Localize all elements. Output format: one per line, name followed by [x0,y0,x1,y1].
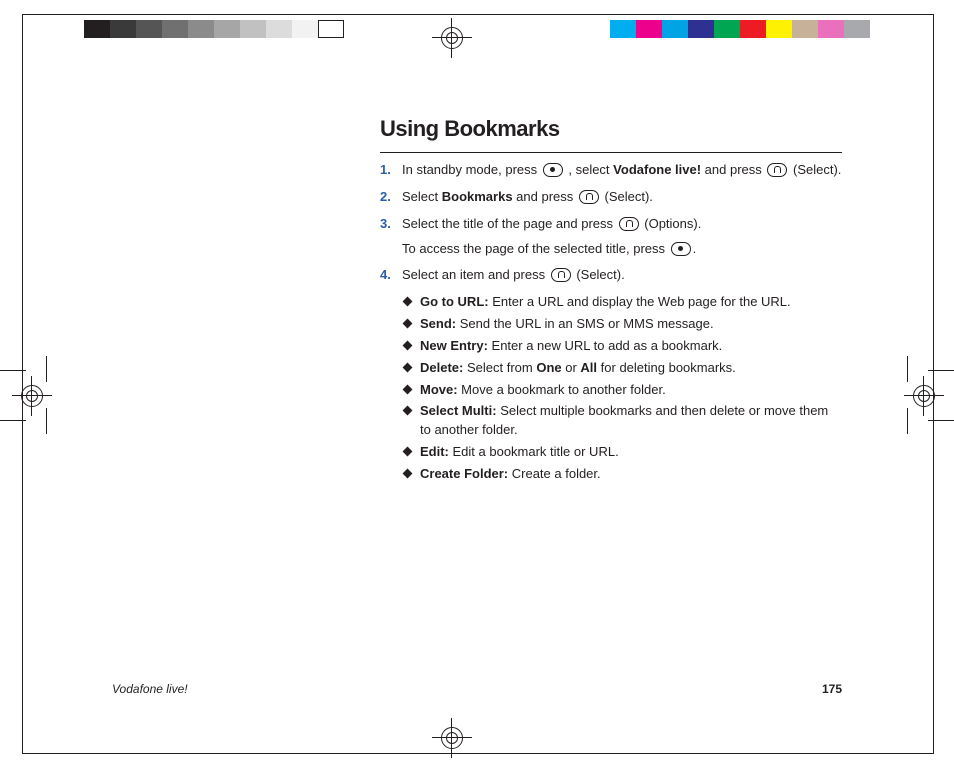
color-swatch [610,20,636,38]
crop-tick [928,370,954,371]
step-body: Select the title of the page and press (… [402,215,842,259]
color-swatch [266,20,292,38]
color-swatch [110,20,136,38]
crop-tick [907,408,908,434]
color-swatch [84,20,110,38]
color-swatch [136,20,162,38]
option-item: Edit: Edit a bookmark title or URL. [402,443,842,462]
bold-term: Move: [420,382,458,397]
bold-term: Select Multi: [420,403,497,418]
crop-tick [0,370,26,371]
color-swatch [662,20,688,38]
color-swatch [688,20,714,38]
step-number: 1. [380,161,402,180]
color-swatch [162,20,188,38]
step-number: 4. [380,266,402,285]
softkey-icon [619,217,639,231]
option-item: Move: Move a bookmark to another folder. [402,381,842,400]
section-heading: Using Bookmarks [380,116,842,146]
center-key-icon [671,242,691,256]
colorbar-chromatic [610,20,870,38]
colorbar-grayscale [84,20,344,38]
color-swatch [766,20,792,38]
crop-tick [0,420,26,421]
print-proof-page: Using Bookmarks 1.In standby mode, press… [0,0,954,766]
step-number: 3. [380,215,402,234]
bold-term: All [580,360,597,375]
registration-mark-bottom [432,718,472,758]
registration-mark-top [432,18,472,58]
steps-list: 1.In standby mode, press , select Vodafo… [380,161,842,285]
center-key-icon [543,163,563,177]
step-body: In standby mode, press , select Vodafone… [402,161,842,180]
step-body: Select an item and press (Select). [402,266,842,285]
crop-tick [928,420,954,421]
option-item: Select Multi: Select multiple bookmarks … [402,402,842,440]
color-swatch [844,20,870,38]
option-item: New Entry: Enter a new URL to add as a b… [402,337,842,356]
bold-term: Bookmarks [442,189,513,204]
bold-term: Send: [420,316,456,331]
color-swatch [188,20,214,38]
bold-term: Create Folder: [420,466,508,481]
color-swatch [740,20,766,38]
heading-rule [380,152,842,153]
option-item: Send: Send the URL in an SMS or MMS mess… [402,315,842,334]
softkey-icon [551,268,571,282]
step-item: 1.In standby mode, press , select Vodafo… [380,161,842,180]
crop-tick [46,356,47,382]
color-swatch [818,20,844,38]
bold-term: Vodafone live! [613,162,701,177]
color-swatch [214,20,240,38]
color-swatch [292,20,318,38]
crop-tick [46,408,47,434]
step-item: 2.Select Bookmarks and press (Select). [380,188,842,207]
options-list: Go to URL: Enter a URL and display the W… [402,293,842,484]
softkey-icon [767,163,787,177]
softkey-icon [579,190,599,204]
color-swatch [636,20,662,38]
bold-term: Delete: [420,360,463,375]
color-swatch [714,20,740,38]
color-swatch [318,20,344,38]
color-swatch [240,20,266,38]
bold-term: Edit: [420,444,449,459]
step-body: Select Bookmarks and press (Select). [402,188,842,207]
color-swatch [792,20,818,38]
crop-tick [907,356,908,382]
footer-section-title: Vodafone live! [112,682,188,696]
step-number: 2. [380,188,402,207]
registration-mark-right [904,376,944,416]
bold-term: New Entry: [420,338,488,353]
footer-page-number: 175 [822,682,842,696]
bold-term: Go to URL: [420,294,489,309]
option-item: Delete: Select from One or All for delet… [402,359,842,378]
option-item: Go to URL: Enter a URL and display the W… [402,293,842,312]
step-item: 3.Select the title of the page and press… [380,215,842,259]
bold-term: One [536,360,561,375]
content-area: Using Bookmarks 1.In standby mode, press… [380,116,842,487]
step-item: 4.Select an item and press (Select). [380,266,842,285]
option-item: Create Folder: Create a folder. [402,465,842,484]
page-footer: Vodafone live! 175 [112,682,842,696]
